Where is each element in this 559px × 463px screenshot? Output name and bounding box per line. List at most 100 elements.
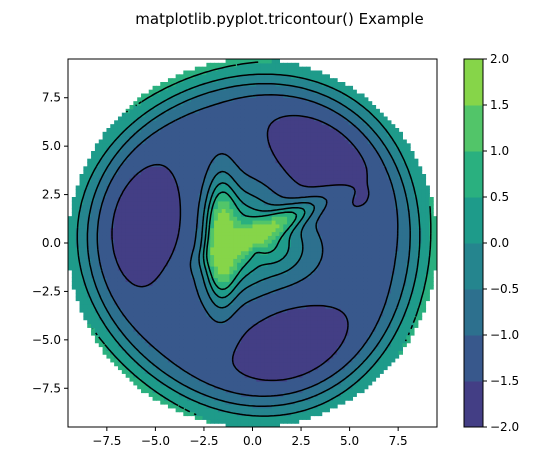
contour-cell <box>298 116 304 121</box>
contour-cell <box>144 281 150 286</box>
contour-cell <box>206 131 211 137</box>
contour-cell <box>210 392 215 397</box>
contour-cell <box>98 231 104 236</box>
contour-cell <box>179 216 184 221</box>
contour-cell <box>302 277 307 282</box>
contour-cell <box>283 400 288 405</box>
contour-cell <box>129 292 134 298</box>
contour-cell <box>290 243 296 248</box>
contour-cell <box>237 235 242 240</box>
contour-cell <box>290 392 296 397</box>
contour-cell <box>217 185 223 190</box>
contour-cell <box>287 358 292 363</box>
contour-cell <box>229 204 234 210</box>
contour-cell <box>106 223 111 229</box>
contour-cell <box>175 147 181 152</box>
contour-cell <box>279 216 284 221</box>
contour-cell <box>91 239 96 244</box>
contour-cell <box>125 296 131 302</box>
contour-cell <box>279 323 284 328</box>
contour-cell <box>225 262 231 267</box>
contour-cell <box>252 338 257 344</box>
contour-cell <box>271 204 277 210</box>
contour-cell <box>179 131 184 137</box>
contour-cell <box>125 266 131 271</box>
contour-cell <box>271 400 277 405</box>
contour-cell <box>114 177 119 183</box>
contour-cell <box>156 315 161 321</box>
contour-cell <box>271 423 277 427</box>
contour-cell <box>271 143 277 148</box>
contour-cell <box>94 277 100 282</box>
contour-cell <box>194 112 200 118</box>
contour-cell <box>264 181 269 187</box>
contour-cell <box>279 289 284 294</box>
contour-cell <box>271 388 277 394</box>
contour-cell <box>79 204 84 210</box>
contour-cell <box>221 396 227 401</box>
contour-cell <box>183 381 188 386</box>
contour-cell <box>214 338 219 344</box>
contour-cell <box>167 128 173 133</box>
contour-cell <box>298 223 304 229</box>
contour-cell <box>202 220 207 225</box>
contour-cell <box>248 381 254 386</box>
contour-cell <box>237 116 242 121</box>
contour-cell <box>160 212 165 217</box>
contour-cell <box>264 365 269 371</box>
contour-cell <box>144 304 150 309</box>
contour-cell <box>198 220 204 225</box>
contour-cell <box>117 208 123 213</box>
contour-cell <box>160 174 165 179</box>
contour-cell <box>202 335 207 340</box>
contour-cell <box>79 185 84 190</box>
contour-cell <box>121 174 127 179</box>
contour-cell <box>260 239 265 244</box>
contour-cell <box>179 197 184 202</box>
contour-cell <box>214 258 219 263</box>
contour-cell <box>144 97 150 102</box>
contour-cell <box>187 212 192 217</box>
contour-cell <box>68 258 73 263</box>
contour-cell <box>275 147 280 152</box>
contour-cell <box>217 335 223 340</box>
contour-cell <box>156 384 161 390</box>
contour-cell <box>214 158 219 164</box>
contour-cell <box>267 174 273 179</box>
contour-cell <box>137 193 142 198</box>
contour-cell <box>87 300 92 305</box>
contour-cell <box>237 292 242 298</box>
contour-cell <box>102 319 108 325</box>
contour-cell <box>217 315 223 321</box>
contour-cell <box>114 239 119 244</box>
contour-cell <box>79 181 84 187</box>
contour-cell <box>141 331 146 336</box>
contour-cell <box>141 158 146 164</box>
contour-cell <box>175 139 181 144</box>
contour-cell <box>264 277 269 282</box>
contour-cell <box>121 239 127 244</box>
contour-cell <box>271 258 277 263</box>
contour-cell <box>210 220 215 225</box>
contour-cell <box>229 120 234 125</box>
contour-cell <box>271 235 277 240</box>
contour-cell <box>106 304 111 309</box>
contour-cell <box>164 124 169 129</box>
contour-cell <box>256 223 261 229</box>
contour-cell <box>287 254 292 259</box>
contour-cell <box>237 151 242 156</box>
contour-cell <box>175 151 181 156</box>
contour-cell <box>237 404 242 409</box>
contour-cell <box>164 128 169 133</box>
contour-cell <box>83 246 88 252</box>
contour-cell <box>133 331 138 336</box>
contour-cell <box>225 208 231 213</box>
contour-cell <box>260 358 265 363</box>
contour-cell <box>144 223 150 229</box>
contour-cell <box>133 354 138 359</box>
contour-cell <box>194 404 200 409</box>
contour-cell <box>248 407 254 413</box>
contour-cell <box>125 151 131 156</box>
contour-cell <box>114 135 119 141</box>
contour-cell <box>283 151 288 156</box>
